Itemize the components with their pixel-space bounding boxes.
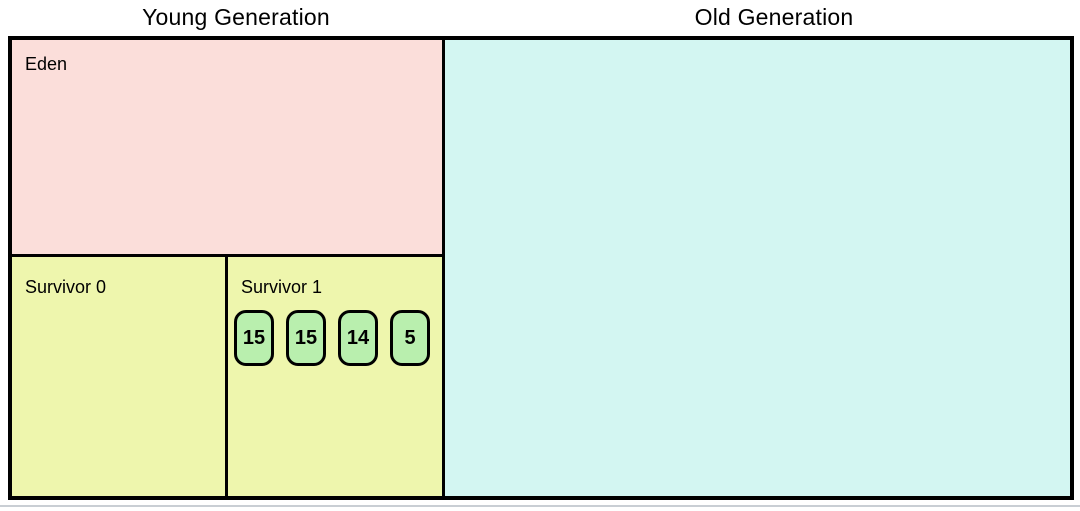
object-age-row: 15 15 14 5 bbox=[234, 310, 442, 366]
object-age-box: 15 bbox=[234, 310, 274, 366]
old-generation-region bbox=[445, 40, 1070, 496]
object-age-box: 14 bbox=[338, 310, 378, 366]
survivor0-region: Survivor 0 bbox=[12, 257, 228, 496]
object-age-box: 5 bbox=[390, 310, 430, 366]
survivor-row: Survivor 0 Survivor 1 15 15 14 5 bbox=[12, 257, 442, 496]
young-generation-title: Young Generation bbox=[142, 4, 330, 30]
young-generation-region: Eden Survivor 0 Survivor 1 15 15 14 5 bbox=[12, 40, 445, 496]
window-bottom-edge bbox=[0, 505, 1080, 507]
object-age-box: 15 bbox=[286, 310, 326, 366]
survivor1-region: Survivor 1 15 15 14 5 bbox=[228, 257, 442, 496]
survivor0-label: Survivor 0 bbox=[25, 277, 107, 297]
survivor1-label: Survivor 1 bbox=[241, 277, 323, 297]
eden-label: Eden bbox=[25, 54, 68, 74]
eden-region: Eden bbox=[12, 40, 442, 257]
heap-diagram: Eden Survivor 0 Survivor 1 15 15 14 5 bbox=[8, 36, 1074, 500]
old-generation-title: Old Generation bbox=[694, 4, 854, 30]
